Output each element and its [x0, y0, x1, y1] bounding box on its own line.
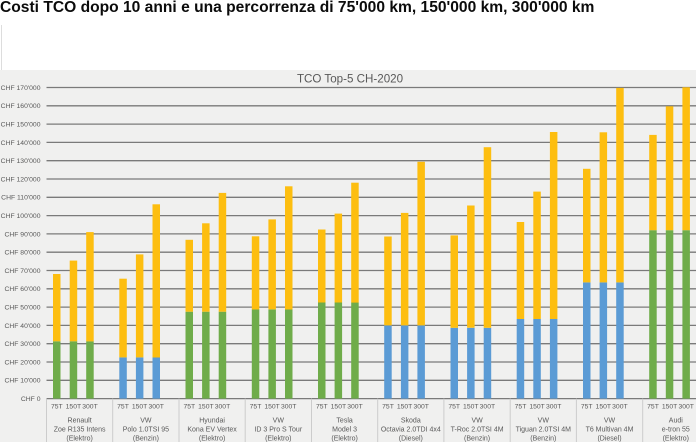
svg-text:CHF 130'000: CHF 130'000 — [1, 158, 41, 165]
svg-text:VW: VW — [538, 418, 550, 425]
svg-text:300T: 300T — [678, 404, 694, 411]
svg-text:CHF 80'000: CHF 80'000 — [4, 250, 40, 257]
svg-text:CHF 50'000: CHF 50'000 — [4, 305, 40, 312]
svg-text:(Benzin): (Benzin) — [530, 436, 556, 442]
svg-text:300T: 300T — [148, 404, 164, 411]
svg-text:CHF 160'000: CHF 160'000 — [1, 103, 41, 110]
svg-text:75T: 75T — [51, 404, 63, 411]
svg-text:CHF 60'000: CHF 60'000 — [4, 286, 40, 293]
svg-text:(Elektro): (Elektro) — [66, 436, 92, 442]
svg-text:300T: 300T — [281, 404, 297, 411]
svg-text:150T: 150T — [397, 404, 413, 411]
svg-text:Zoe R135 Intens: Zoe R135 Intens — [54, 427, 106, 434]
svg-text:T-Roc 2.0TSI 4M: T-Roc 2.0TSI 4M — [451, 427, 504, 434]
svg-text:300T: 300T — [347, 404, 363, 411]
svg-text:150T: 150T — [264, 404, 280, 411]
svg-text:(Benzin): (Benzin) — [464, 436, 490, 442]
svg-text:Tesla: Tesla — [336, 418, 352, 425]
svg-text:CHF 170'000: CHF 170'000 — [1, 85, 41, 92]
svg-text:75T: 75T — [382, 404, 394, 411]
svg-text:Model 3: Model 3 — [332, 427, 357, 434]
svg-text:e-tron 55: e-tron 55 — [662, 427, 690, 434]
svg-text:Renault: Renault — [68, 418, 92, 425]
svg-text:150T: 150T — [529, 404, 545, 411]
svg-text:Polo 1.0TSI 95: Polo 1.0TSI 95 — [123, 427, 169, 434]
svg-text:75T: 75T — [515, 404, 527, 411]
svg-text:CHF 20'000: CHF 20'000 — [4, 359, 40, 366]
svg-text:150T: 150T — [66, 404, 82, 411]
svg-text:CHF 140'000: CHF 140'000 — [1, 140, 41, 147]
svg-text:300T: 300T — [413, 404, 429, 411]
svg-text:150T: 150T — [132, 404, 148, 411]
svg-text:(Benzin): (Benzin) — [133, 436, 159, 442]
svg-text:(Diesel): (Diesel) — [597, 436, 621, 442]
svg-text:75T: 75T — [183, 404, 195, 411]
svg-text:Hyundai: Hyundai — [199, 418, 225, 425]
svg-text:300T: 300T — [546, 404, 562, 411]
svg-text:300T: 300T — [480, 404, 496, 411]
svg-text:CHF 30'000: CHF 30'000 — [4, 341, 40, 348]
svg-text:CHF 120'000: CHF 120'000 — [1, 176, 41, 183]
svg-text:CHF 10'000: CHF 10'000 — [4, 378, 40, 385]
svg-text:CHF 100'000: CHF 100'000 — [1, 213, 41, 220]
svg-text:300T: 300T — [612, 404, 628, 411]
svg-text:75T: 75T — [448, 404, 460, 411]
svg-text:75T: 75T — [581, 404, 593, 411]
svg-text:75T: 75T — [647, 404, 659, 411]
svg-text:75T: 75T — [117, 404, 129, 411]
svg-text:75T: 75T — [316, 404, 328, 411]
svg-text:T6 Multivan 4M: T6 Multivan 4M — [586, 427, 634, 434]
svg-text:VW: VW — [471, 418, 483, 425]
svg-text:150T: 150T — [662, 404, 678, 411]
svg-text:CHF 150'000: CHF 150'000 — [1, 122, 41, 129]
svg-text:300T: 300T — [82, 404, 98, 411]
svg-text:CHF 40'000: CHF 40'000 — [4, 323, 40, 330]
svg-text:TCO Top-5 CH-2020: TCO Top-5 CH-2020 — [297, 73, 403, 86]
svg-text:150T: 150T — [198, 404, 214, 411]
svg-text:150T: 150T — [463, 404, 479, 411]
svg-text:VW: VW — [273, 418, 285, 425]
svg-text:Audi: Audi — [669, 418, 683, 425]
svg-text:CHF 110'000: CHF 110'000 — [1, 195, 41, 202]
svg-text:Skoda: Skoda — [401, 418, 421, 425]
svg-text:Octavia 2.0TDI 4x4: Octavia 2.0TDI 4x4 — [381, 427, 441, 434]
svg-text:VW: VW — [604, 418, 616, 425]
svg-text:300T: 300T — [215, 404, 231, 411]
svg-text:CHF 0: CHF 0 — [21, 396, 41, 403]
svg-text:CHF 90'000: CHF 90'000 — [4, 231, 40, 238]
svg-text:Tiguan 2.0TSI 4M: Tiguan 2.0TSI 4M — [516, 427, 572, 434]
svg-text:VW: VW — [140, 418, 152, 425]
svg-text:(Elektro): (Elektro) — [199, 436, 225, 442]
svg-text:(Elektro): (Elektro) — [663, 436, 689, 442]
svg-text:ID 3 Pro S Tour: ID 3 Pro S Tour — [254, 427, 302, 434]
svg-text:75T: 75T — [250, 404, 262, 411]
svg-text:(Diesel): (Diesel) — [399, 436, 423, 442]
svg-text:(Elektro): (Elektro) — [331, 436, 357, 442]
svg-text:CHF 70'000: CHF 70'000 — [4, 268, 40, 275]
svg-text:(Elektro): (Elektro) — [265, 436, 291, 442]
svg-text:Kona EV Vertex: Kona EV Vertex — [187, 427, 237, 434]
svg-text:150T: 150T — [596, 404, 612, 411]
svg-text:150T: 150T — [331, 404, 347, 411]
